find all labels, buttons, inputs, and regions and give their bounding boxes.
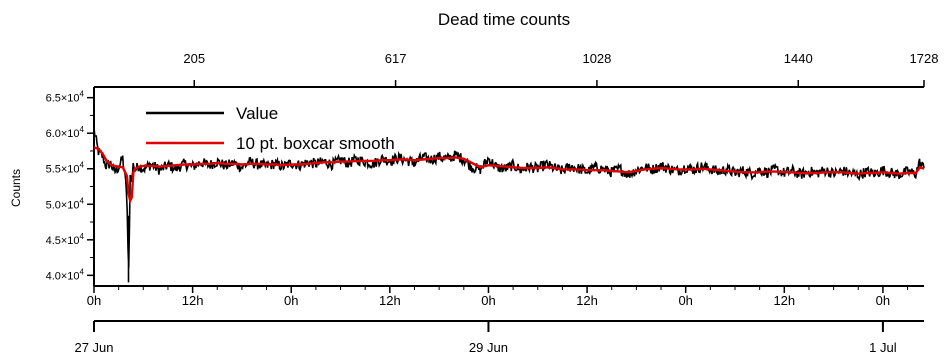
top-axis-tick-label: 205 xyxy=(183,51,205,66)
y-axis-tick-label: 4.0×104 xyxy=(46,267,85,282)
y-axis-tick-label: 6.0×104 xyxy=(46,125,85,140)
chart-title: Dead time counts xyxy=(438,10,570,29)
date-axis-label: 27 Jun xyxy=(74,340,113,355)
top-axis-tick-label: 1728 xyxy=(910,51,939,66)
top-axis: 205 617 1028 1440 1728 xyxy=(94,51,939,88)
series-smooth-line xyxy=(93,146,925,205)
x-axis-hour-label: 0h xyxy=(876,293,890,308)
x-axis-hour-label: 0h xyxy=(678,293,692,308)
x-axis-hour-label: 12h xyxy=(773,293,795,308)
top-axis-tick-label: 617 xyxy=(385,51,407,66)
legend: Value 10 pt. boxcar smooth xyxy=(146,104,395,153)
x-axis-hour-label: 12h xyxy=(182,293,204,308)
plot-area xyxy=(93,127,925,283)
top-axis-tick-label: 1028 xyxy=(582,51,611,66)
series-value-line xyxy=(93,127,925,283)
x-axis-hour-label: 12h xyxy=(379,293,401,308)
date-axis-label: 29 Jun xyxy=(469,340,508,355)
top-axis-tick-label: 1440 xyxy=(784,51,813,66)
y-axis-label: Counts xyxy=(9,169,23,207)
y-axis: 4.0×104 4.5×104 5.0×104 5.5×104 6.0×104 6.5×1… xyxy=(46,87,95,286)
x-axis-hour-label: 0h xyxy=(284,293,298,308)
legend-label: Value xyxy=(236,104,278,123)
y-axis-tick-label: 4.5×104 xyxy=(46,232,85,247)
x-axis-hour-label: 0h xyxy=(481,293,495,308)
date-axis-label: 1 Jul xyxy=(869,340,897,355)
x-axis: 0h 12h 0h 12h 0h 12h 0h 12h 0h 27 Jun 29 Jun 1 Jul xyxy=(74,285,924,355)
y-axis-tick-label: 5.0×104 xyxy=(46,196,85,211)
x-axis-hour-label: 12h xyxy=(576,293,598,308)
x-axis-hour-label: 0h xyxy=(87,293,101,308)
legend-label: 10 pt. boxcar smooth xyxy=(236,134,395,153)
y-axis-tick-label: 6.5×104 xyxy=(46,90,85,105)
y-axis-tick-label: 5.5×104 xyxy=(46,161,85,176)
